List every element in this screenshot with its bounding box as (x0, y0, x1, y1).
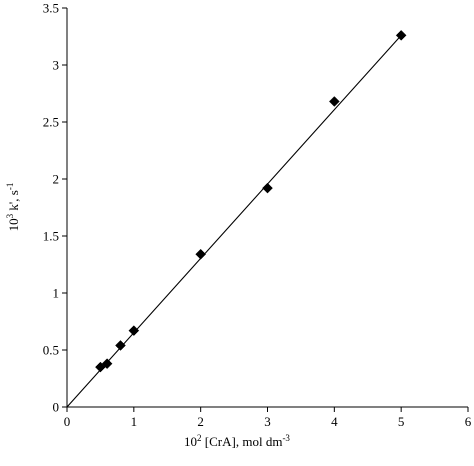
x-axis-title: 102 [CrA], mol dm-3 (184, 433, 290, 449)
x-tick-label: 1 (131, 414, 138, 429)
tick-labels: 0 1 2 3 4 5 6 0 0.5 1 1.5 2 2.5 3 3.5 (43, 1, 472, 430)
x-tick-label: 5 (398, 414, 405, 429)
y-tick-label: 3.5 (43, 1, 59, 16)
y-tick-label: 0 (53, 400, 60, 415)
y-tick-label: 2.5 (43, 115, 59, 130)
axes (66, 8, 468, 408)
y-tick-label: 1.5 (43, 229, 59, 244)
tick-marks (62, 7, 469, 412)
y-tick-label: 2 (53, 172, 60, 187)
trend-line (66, 34, 402, 408)
data-point-diamond (101, 358, 113, 370)
y-tick-label: 3 (53, 58, 60, 73)
x-tick-label: 2 (197, 414, 204, 429)
data-point-diamond (128, 325, 140, 336)
x-tick-label: 4 (331, 414, 338, 429)
y-tick-label: 0.5 (43, 343, 59, 358)
y-axis-title: 103 k', s-1 (5, 183, 21, 232)
data-point-diamond (395, 30, 407, 41)
data-points (95, 30, 407, 373)
y-tick-label: 1 (53, 286, 60, 301)
x-tick-label: 0 (64, 414, 71, 429)
x-tick-label: 3 (264, 414, 271, 429)
trend-line-group (66, 34, 402, 408)
data-point-diamond (328, 96, 340, 107)
data-point-diamond (195, 248, 207, 260)
x-tick-label: 6 (465, 414, 472, 429)
data-point-diamond (262, 182, 273, 194)
data-point-diamond (115, 340, 126, 351)
